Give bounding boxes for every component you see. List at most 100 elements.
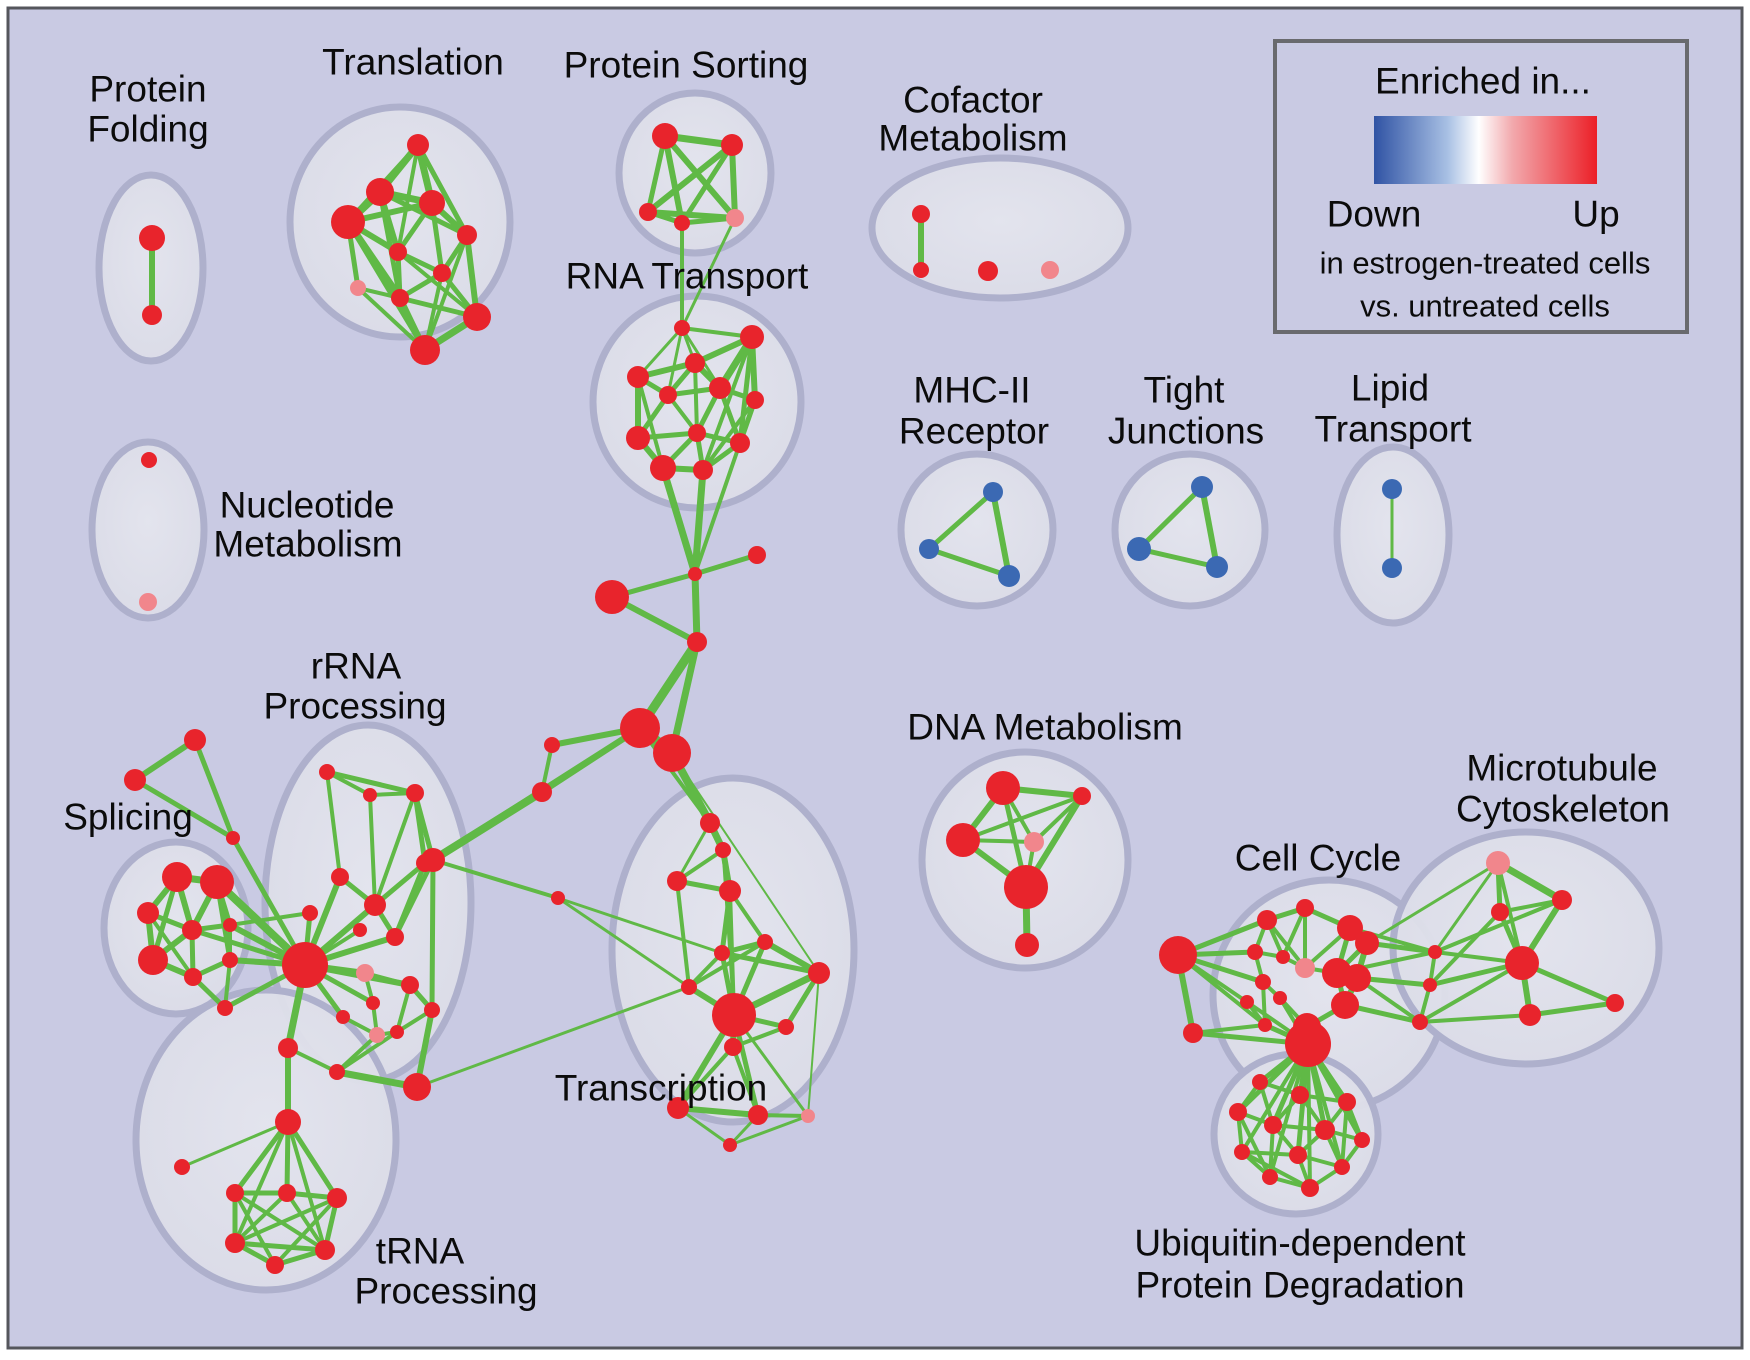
cluster-label-translation-0: Translation <box>322 42 504 83</box>
node-SB <box>551 891 565 905</box>
node-CCp <box>1295 958 1315 978</box>
cluster-label-tight-junctions-0: Tight <box>1144 370 1226 411</box>
cluster-label-splicing-0: Splicing <box>63 797 193 838</box>
node-B2 <box>1412 1014 1428 1030</box>
node-D4 <box>1004 865 1048 909</box>
edge-S4-RR6 <box>228 911 312 927</box>
node-CCj <box>1240 995 1254 1009</box>
edge-RR0-RR3 <box>325 770 342 879</box>
node-RR7 <box>353 923 367 937</box>
node-B1 <box>1423 978 1437 992</box>
edge-U2-U9 <box>1340 1100 1349 1169</box>
node-S1 <box>200 865 234 899</box>
node-TMH <box>712 993 756 1037</box>
node-RR15 <box>390 1025 404 1039</box>
node-U1 <box>1291 1086 1309 1104</box>
node-S6 <box>184 968 202 986</box>
node-R1 <box>740 325 764 349</box>
edge-tH-tx3 <box>233 1120 290 1245</box>
node-PF1 <box>142 305 162 325</box>
node-T3 <box>331 205 365 239</box>
cluster-label-cell-cycle-0: Cell Cycle <box>1235 838 1402 879</box>
node-RR11 <box>424 1002 440 1018</box>
node-C3 <box>687 632 707 652</box>
edge-Q1-Q2 <box>926 546 1012 579</box>
node-R8 <box>626 426 650 450</box>
edge-U7-U11 <box>1240 1150 1312 1190</box>
node-R3 <box>627 366 649 388</box>
edge-H1-TM3 <box>671 752 820 974</box>
legend: Enriched in... Down Up in estrogen-treat… <box>1273 39 1689 334</box>
node-RR1 <box>363 788 377 802</box>
edge-TB0-TB1 <box>675 1105 761 1118</box>
node-R5 <box>659 386 677 404</box>
cluster-ellipse-tight-junctions <box>1111 450 1269 610</box>
edge-TM1-TM2 <box>687 940 767 989</box>
edge-tx2-tx3 <box>233 1196 339 1245</box>
node-S0 <box>162 862 192 892</box>
edge-R9-C0 <box>693 441 742 576</box>
node-B0 <box>1428 945 1442 959</box>
edge-M0-M2 <box>1494 859 1566 904</box>
node-T9 <box>463 303 491 331</box>
edge-B0-M0 <box>1433 861 1500 954</box>
node-D0 <box>986 771 1020 805</box>
node-PS0 <box>652 123 678 149</box>
node-J2 <box>1206 556 1228 578</box>
node-RR6 <box>302 905 318 921</box>
cluster-label-rrna-processing-0: rRNA <box>311 646 402 687</box>
legend-down-label: Down <box>1327 194 1422 235</box>
cluster-label-protein-sorting-0: Protein Sorting <box>564 45 809 86</box>
node-T7 <box>350 280 366 296</box>
edge-S7-S8 <box>223 958 232 1010</box>
node-CCd <box>1355 931 1379 955</box>
node-tx0 <box>226 1184 244 1202</box>
edge-M0-MH <box>1496 861 1524 965</box>
node-TB0 <box>667 1097 689 1119</box>
node-SL1 <box>532 782 552 802</box>
node-TM2 <box>681 979 697 995</box>
node-M3 <box>1519 1004 1541 1026</box>
edge-SB-TM0 <box>556 896 724 955</box>
node-D3 <box>1024 832 1044 852</box>
node-T2 <box>419 190 445 216</box>
node-S2 <box>137 902 159 924</box>
edge-RR5-RR8 <box>392 860 428 940</box>
node-T0 <box>407 134 429 156</box>
edge-tx1-tx4 <box>285 1191 327 1252</box>
cluster-label-dna-metabolism-0: DNA Metabolism <box>907 707 1183 748</box>
node-U7 <box>1234 1144 1250 1160</box>
node-CC1 <box>1183 1023 1203 1043</box>
node-CC0 <box>1159 936 1197 974</box>
node-C0 <box>688 567 702 581</box>
node-TE2 <box>667 871 687 891</box>
edge-CCd-M0 <box>1365 861 1500 945</box>
node-CCl <box>1331 991 1359 1019</box>
node-D1 <box>1073 787 1091 805</box>
node-Q2 <box>998 565 1020 587</box>
cluster-label-nucleotide-metabolism-0: Nucleotide <box>220 485 395 526</box>
node-U11 <box>1301 1179 1319 1197</box>
node-TA2 <box>226 831 240 845</box>
node-S5 <box>138 945 168 975</box>
node-CCc <box>1337 915 1363 941</box>
edge-tH-tx4 <box>286 1120 327 1252</box>
edge-D1-D2 <box>961 794 1084 842</box>
node-RR16 <box>278 1038 298 1058</box>
edge-TM4-TB0 <box>676 1045 735 1110</box>
cluster-label-transcription-0: Transcription <box>555 1068 767 1109</box>
edge-TB3-TB2 <box>728 1114 810 1147</box>
cluster-label-mhc-ii-receptor-1: Receptor <box>899 411 1049 452</box>
legend-subtitle-line1: in estrogen-treated cells <box>1320 246 1651 281</box>
node-RR5 <box>416 854 434 872</box>
cluster-label-tight-junctions-1: Junctions <box>1108 411 1264 452</box>
node-CCi <box>1343 964 1371 992</box>
node-RR2 <box>406 784 424 802</box>
edge-SB-RB <box>431 858 560 900</box>
edge-Q0-Q1 <box>926 489 996 552</box>
node-TM4 <box>724 1038 742 1056</box>
edge-T0-T4 <box>415 142 470 238</box>
node-CCg <box>1255 974 1271 990</box>
cluster-label-rna-transport-0: RNA Transport <box>566 256 809 297</box>
